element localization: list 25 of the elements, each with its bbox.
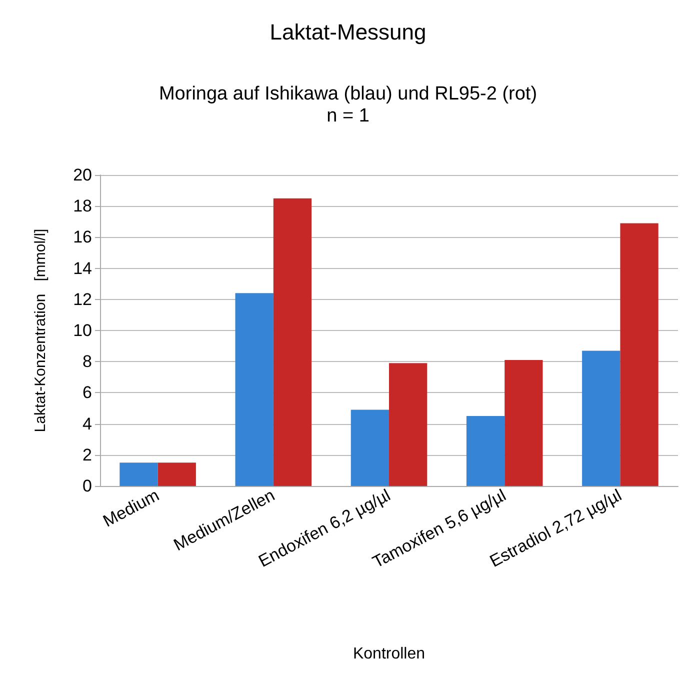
bar xyxy=(466,416,505,486)
y-tick-label: 0 xyxy=(82,476,92,496)
x-axis-title: Kontrollen xyxy=(352,646,426,662)
chart-subtitle: Moringa auf Ishikawa (blau) und RL95-2 (rot) n = 1 xyxy=(158,84,538,126)
y-tick-label: 14 xyxy=(73,258,92,278)
y-tick-label: 4 xyxy=(82,414,92,434)
y-tick-label: 2 xyxy=(82,445,92,464)
bar xyxy=(120,462,158,486)
y-tick-label: 8 xyxy=(82,352,92,372)
bar xyxy=(158,462,196,486)
bar xyxy=(389,363,428,486)
y-tick-label: 20 xyxy=(73,166,92,184)
bar xyxy=(235,293,274,486)
bar xyxy=(350,410,389,486)
y-tick-label: 10 xyxy=(73,321,92,340)
bar xyxy=(504,360,543,486)
bar xyxy=(273,198,312,486)
y-tick-label: 6 xyxy=(82,383,92,402)
y-tick-label: 16 xyxy=(73,228,92,247)
bar xyxy=(620,223,658,486)
y-tick-label: 12 xyxy=(73,290,92,309)
y-tick-label: 18 xyxy=(73,196,92,216)
chart-title: Laktat-Messung xyxy=(270,20,426,44)
bar xyxy=(582,350,620,486)
y-axis-title: Laktat-Konzentration [mmol/l] xyxy=(32,228,49,432)
